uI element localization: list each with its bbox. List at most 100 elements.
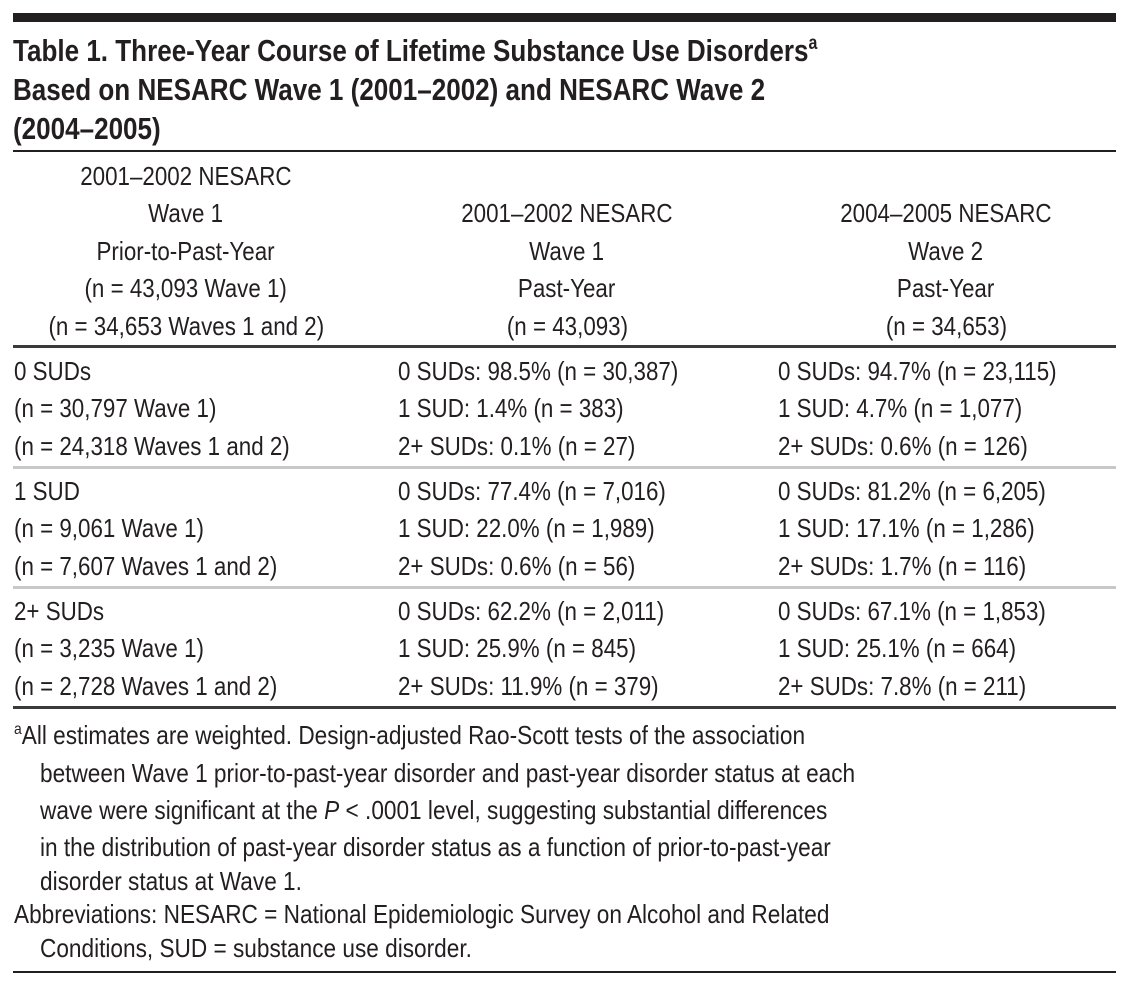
cell-text: 2+ SUDs: 1.7% (n = 116): [778, 551, 1027, 581]
cell-wave2: 1 SUD: 4.7% (n = 1,077): [778, 395, 1062, 421]
cell-text: (n = 3,235 Wave 1): [14, 633, 204, 663]
footnote-a-line: between Wave 1 prior-to-past-year disord…: [40, 760, 977, 786]
cell-wave1: 1 SUD: 1.4% (n = 383): [398, 395, 660, 421]
header-line: Past-Year: [400, 275, 734, 301]
abbreviations-line: Abbreviations: NESARC = National Epidemi…: [14, 901, 951, 927]
header-text: 2001–2002 NESARC: [461, 198, 673, 228]
header-text: 2001–2002 NESARC: [80, 161, 292, 191]
row-group-n: (n = 24,318 Waves 1 and 2): [14, 433, 335, 459]
title-line-2: Based on NESARC Wave 1 (2001–2002) and N…: [13, 74, 908, 105]
cell-wave1: 2+ SUDs: 0.1% (n = 27): [398, 433, 674, 459]
cell-text: 1 SUD: 4.7% (n = 1,077): [778, 393, 1023, 423]
cell-text: 1 SUD: [14, 476, 80, 506]
cell-text: 2+ SUDs: 0.6% (n = 126): [778, 431, 1028, 461]
row-separator: [13, 466, 1116, 469]
cell-wave2: 1 SUD: 17.1% (n = 1,286): [778, 515, 1076, 541]
footnote-a-line: in the distribution of past-year disorde…: [40, 834, 949, 860]
row-group-label: 1 SUD: [14, 478, 91, 504]
header-line: Wave 1: [400, 238, 734, 264]
cell-text: 1 SUD: 25.9% (n = 845): [398, 633, 637, 663]
title-rule: [13, 150, 1116, 152]
cell-text: 0 SUDs: 94.7% (n = 23,115): [778, 356, 1057, 386]
header-line: Prior-to-Past-Year: [14, 238, 358, 264]
cell-wave1: 0 SUDs: 77.4% (n = 7,016): [398, 478, 709, 504]
footnote-text: < .0001 level, suggesting substantial di…: [339, 795, 828, 825]
footnote-a-line: wave were significant at the P < .0001 l…: [40, 797, 945, 823]
title-text-1: Table 1. Three-Year Course of Lifetime S…: [13, 33, 809, 68]
title-line-1: Table 1. Three-Year Course of Lifetime S…: [13, 34, 971, 66]
row-group-n: (n = 7,607 Waves 1 and 2): [14, 553, 320, 579]
cell-text: 2+ SUDs: 11.9% (n = 379): [398, 671, 659, 701]
cell-text: 2+ SUDs: 0.1% (n = 27): [398, 431, 636, 461]
cell-text: (n = 24,318 Waves 1 and 2): [14, 431, 290, 461]
header-text: Wave 1: [148, 198, 224, 228]
row-group-label: 2+ SUDs: [14, 598, 119, 624]
cell-text: 2+ SUDs: 7.8% (n = 211): [778, 671, 1027, 701]
cell-text: 0 SUDs: 98.5% (n = 30,387): [398, 356, 679, 386]
header-text: Past-Year: [897, 273, 995, 303]
header-text: Wave 2: [908, 236, 984, 266]
top-rule: [13, 13, 1116, 22]
header-rule: [13, 345, 1116, 348]
footnote-a-line: aAll estimates are weighted. Design-adju…: [14, 720, 923, 750]
footnote-text: disorder status at Wave 1.: [40, 866, 302, 896]
abbreviations-line: Conditions, SUD = substance use disorder…: [40, 935, 536, 961]
header-line: Wave 1: [14, 200, 358, 226]
row-group-n: (n = 3,235 Wave 1): [14, 635, 235, 661]
title-footnote-marker: a: [808, 33, 818, 54]
cell-text: (n = 7,607 Waves 1 and 2): [14, 551, 278, 581]
cell-wave2: 0 SUDs: 81.2% (n = 6,205): [778, 478, 1089, 504]
cell-wave2: 2+ SUDs: 7.8% (n = 211): [778, 673, 1067, 699]
cell-wave1: 1 SUD: 22.0% (n = 1,989): [398, 515, 696, 541]
header-line: Past-Year: [778, 275, 1114, 301]
row-group-label: 0 SUDs: [14, 358, 104, 384]
footnote-text: in the distribution of past-year disorde…: [40, 832, 831, 862]
header-line: (n = 43,093 Wave 1): [14, 275, 358, 301]
header-line: (n = 34,653 Waves 1 and 2): [14, 313, 358, 339]
footnote-text: All estimates are weighted. Design-adjus…: [21, 720, 806, 750]
header-line: Wave 2: [778, 238, 1114, 264]
cell-wave1: 1 SUD: 25.9% (n = 845): [398, 635, 675, 661]
footnote-text: Abbreviations: NESARC = National Epidemi…: [14, 899, 830, 929]
title-line-3: (2004–2005): [13, 113, 189, 144]
cell-text: 1 SUD: 1.4% (n = 383): [398, 393, 624, 423]
header-text: 2004–2005 NESARC: [840, 198, 1052, 228]
table-bottom-rule: [13, 706, 1116, 709]
title-text-3: (2004–2005): [13, 111, 161, 146]
cell-text: (n = 9,061 Wave 1): [14, 513, 204, 543]
p-value-symbol: P: [324, 795, 340, 825]
footnote-text: wave were significant at the: [40, 795, 325, 825]
footnote-a-marker: a: [14, 721, 22, 738]
cell-text: 1 SUD: 22.0% (n = 1,989): [398, 513, 655, 543]
cell-wave1: 2+ SUDs: 11.9% (n = 379): [398, 673, 701, 699]
row-group-n: (n = 9,061 Wave 1): [14, 515, 235, 541]
row-group-n: (n = 30,797 Wave 1): [14, 395, 249, 421]
header-line: 2001–2002 NESARC: [14, 163, 358, 189]
cell-wave2: 0 SUDs: 67.1% (n = 1,853): [778, 598, 1089, 624]
header-text: Prior-to-Past-Year: [96, 236, 276, 266]
footnote-text: Conditions, SUD = substance use disorder…: [40, 933, 472, 963]
cell-wave1: 0 SUDs: 98.5% (n = 30,387): [398, 358, 724, 384]
header-text: (n = 34,653): [885, 311, 1007, 341]
cell-text: 0 SUDs: 77.4% (n = 7,016): [398, 476, 666, 506]
cell-text: 1 SUD: 25.1% (n = 664): [778, 633, 1017, 663]
header-text: Wave 1: [529, 236, 605, 266]
cell-text: 0 SUDs: 81.2% (n = 6,205): [778, 476, 1046, 506]
cell-wave1: 0 SUDs: 62.2% (n = 2,011): [398, 598, 708, 624]
header-text: Past-Year: [518, 273, 616, 303]
cell-text: 1 SUD: 17.1% (n = 1,286): [778, 513, 1035, 543]
header-line: 2004–2005 NESARC: [778, 200, 1114, 226]
title-text-2: Based on NESARC Wave 1 (2001–2002) and N…: [13, 72, 766, 107]
cell-wave1: 2+ SUDs: 0.6% (n = 56): [398, 553, 674, 579]
cell-text: (n = 30,797 Wave 1): [14, 393, 217, 423]
footnote-a-line: disorder status at Wave 1.: [40, 868, 341, 894]
cell-wave2: 2+ SUDs: 0.6% (n = 126): [778, 433, 1068, 459]
footnote-bottom-rule: [13, 971, 1116, 973]
row-separator: [13, 586, 1116, 589]
header-line: (n = 34,653): [778, 313, 1114, 339]
header-line: 2001–2002 NESARC: [400, 200, 734, 226]
cell-text: (n = 2,728 Waves 1 and 2): [14, 671, 278, 701]
header-text: (n = 43,093 Wave 1): [84, 273, 288, 303]
header-text: (n = 43,093): [506, 311, 628, 341]
footnote-text: between Wave 1 prior-to-past-year disord…: [40, 758, 856, 788]
